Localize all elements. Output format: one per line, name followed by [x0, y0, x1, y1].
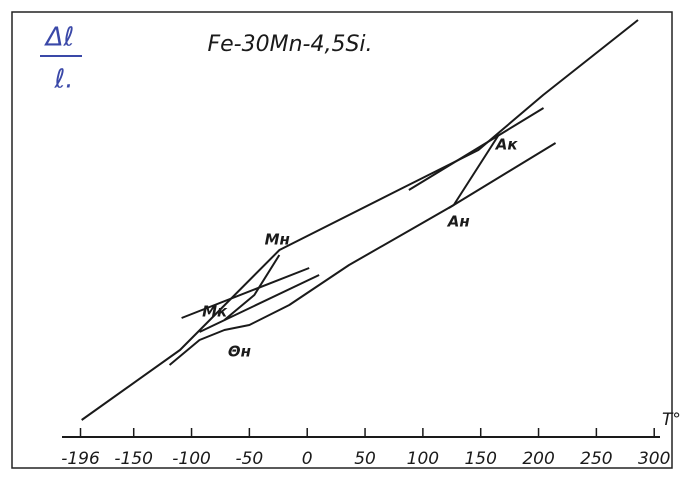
x-tick-label: -50 [235, 449, 263, 469]
x-tick-label: -100 [172, 449, 211, 469]
annotation: Aк [495, 136, 519, 154]
chart: Δℓ ℓ. Fe-30Mn-4,5Si. T°C -196 -150 -100 -50… [0, 0, 681, 479]
annotation: Θн [228, 343, 251, 361]
x-tick-label: 0 [302, 449, 313, 469]
curve [82, 20, 638, 420]
annotation: Mк [202, 303, 228, 321]
x-tick-label: 150 [464, 449, 496, 469]
annotation: Mн [265, 231, 290, 249]
curve [224, 255, 279, 320]
y-label-numerator: Δℓ [44, 23, 75, 53]
page: Δℓ ℓ. Fe-30Mn-4,5Si. T°C -196 -150 -100 -50… [0, 0, 681, 479]
annotation: Aн [447, 213, 470, 231]
y-label-denominator: ℓ. [53, 65, 73, 95]
x-tick-label: 300 [638, 449, 670, 469]
x-tick-label: -150 [114, 449, 153, 469]
x-tick-label: -196 [61, 449, 100, 469]
curve [170, 135, 499, 365]
x-tick-label: 200 [522, 449, 554, 469]
x-label: T°C [662, 410, 681, 430]
chart-title: Fe-30Mn-4,5Si. [207, 32, 372, 57]
x-tick-label: 100 [407, 449, 439, 469]
curve [409, 108, 544, 190]
x-tick-label: 250 [580, 449, 612, 469]
x-tick-label: 50 [354, 449, 376, 469]
